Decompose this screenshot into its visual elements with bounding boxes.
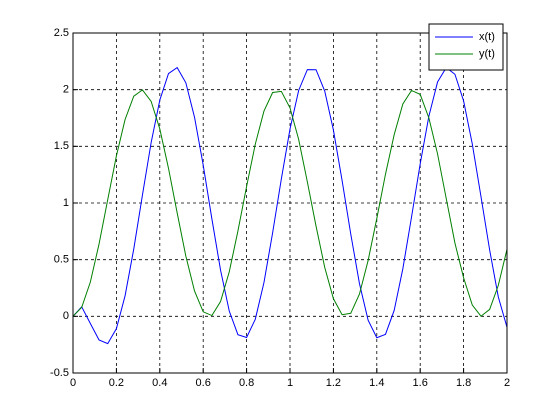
legend-label: x(t) bbox=[479, 31, 495, 43]
x-tick-label: 0 bbox=[70, 377, 76, 389]
y-tick-label: 1.5 bbox=[54, 140, 69, 152]
legend: x(t) y(t) bbox=[428, 23, 504, 71]
x-tick-label: 2 bbox=[504, 377, 510, 389]
y-tick-label: 0 bbox=[63, 310, 69, 322]
y-tick-label: 2 bbox=[63, 84, 69, 96]
x-tick-label: 1.4 bbox=[369, 377, 384, 389]
data-line bbox=[72, 66, 508, 345]
axes-box bbox=[72, 32, 508, 374]
y-tick-label: 1 bbox=[63, 197, 69, 209]
x-tick-label: 0.6 bbox=[196, 377, 211, 389]
legend-box bbox=[428, 23, 504, 71]
y-tick-label: 2.5 bbox=[54, 27, 69, 39]
x-tick-label: 0.8 bbox=[239, 377, 254, 389]
x-tick-label: 1.2 bbox=[326, 377, 341, 389]
x-tick-label: 0.4 bbox=[152, 377, 167, 389]
x-tick-label: 1.8 bbox=[456, 377, 471, 389]
x-tick-label: 1.6 bbox=[413, 377, 428, 389]
x-tick-label: 1 bbox=[287, 377, 293, 389]
legend-label: y(t) bbox=[479, 48, 495, 60]
x-tick-label: 0.2 bbox=[109, 377, 124, 389]
y-tick-label: -0.5 bbox=[50, 367, 69, 379]
y-tick-label: 0.5 bbox=[54, 254, 69, 266]
data-line bbox=[72, 89, 508, 317]
